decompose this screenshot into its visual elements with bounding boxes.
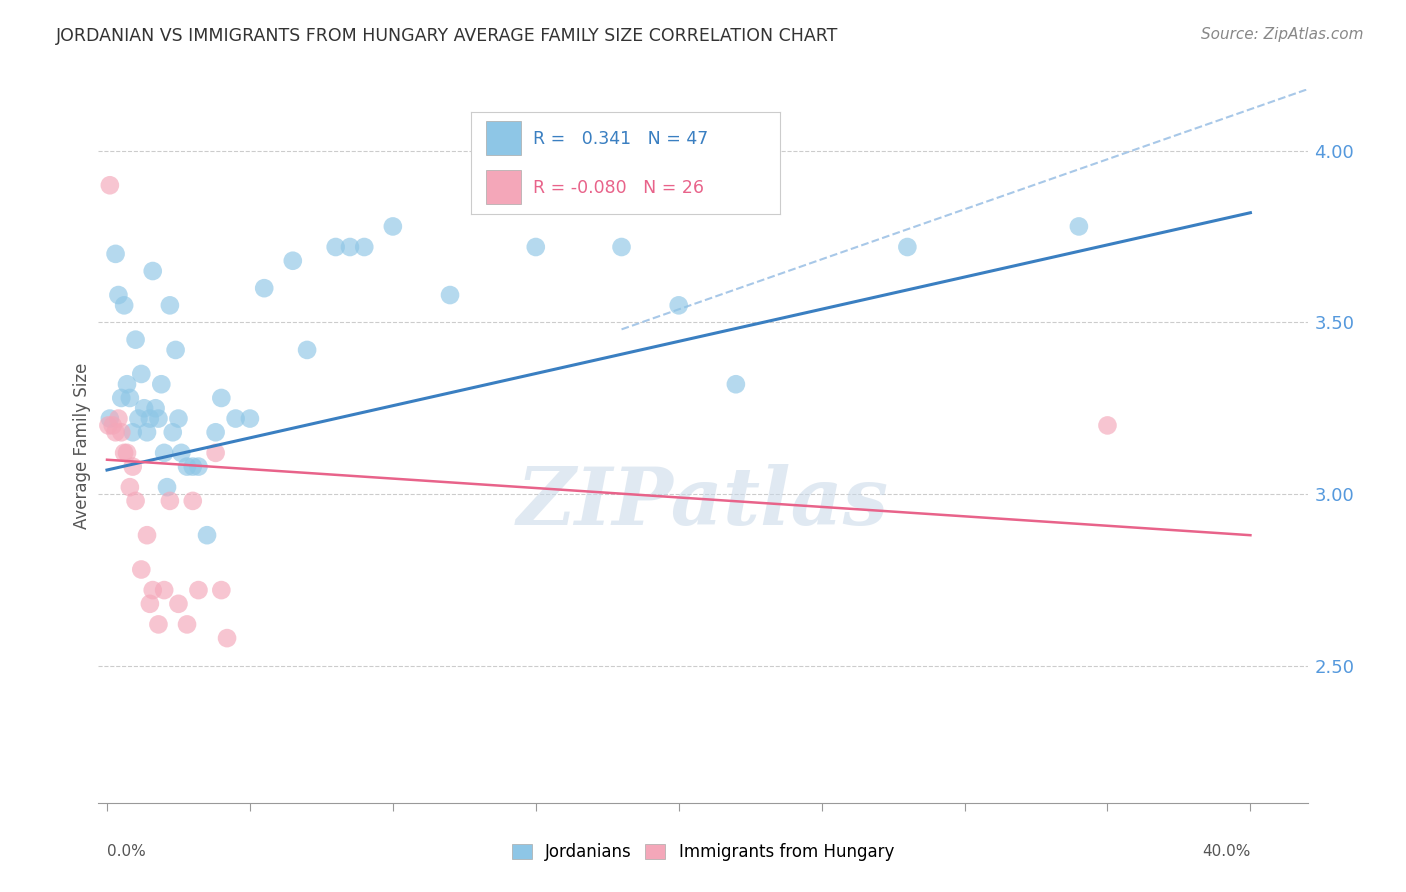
Point bbox=[167, 411, 190, 425]
Point bbox=[181, 494, 204, 508]
Point bbox=[112, 446, 135, 460]
Text: JORDANIAN VS IMMIGRANTS FROM HUNGARY AVERAGE FAMILY SIZE CORRELATION CHART: JORDANIAN VS IMMIGRANTS FROM HUNGARY AVE… bbox=[56, 27, 838, 45]
Text: R = -0.080   N = 26: R = -0.080 N = 26 bbox=[533, 179, 704, 197]
Point bbox=[159, 298, 181, 312]
Point bbox=[121, 425, 143, 440]
Point bbox=[118, 480, 141, 494]
Point bbox=[167, 597, 190, 611]
Point bbox=[156, 480, 179, 494]
Legend: Jordanians, Immigrants from Hungary: Jordanians, Immigrants from Hungary bbox=[508, 838, 898, 866]
Point bbox=[524, 240, 547, 254]
Point bbox=[136, 528, 159, 542]
Point bbox=[209, 583, 232, 598]
Point bbox=[668, 298, 690, 312]
Y-axis label: Average Family Size: Average Family Size bbox=[73, 363, 91, 529]
Point bbox=[145, 401, 167, 416]
Point bbox=[118, 391, 141, 405]
Point bbox=[129, 367, 152, 381]
Point bbox=[253, 281, 276, 295]
Point bbox=[124, 494, 146, 508]
Point bbox=[110, 425, 132, 440]
Point bbox=[215, 631, 238, 645]
Point bbox=[115, 377, 138, 392]
Point bbox=[136, 425, 159, 440]
Point bbox=[176, 459, 198, 474]
Point bbox=[127, 411, 149, 425]
Point bbox=[195, 528, 218, 542]
Point bbox=[187, 583, 209, 598]
Point bbox=[724, 377, 747, 392]
Point bbox=[325, 240, 347, 254]
Point bbox=[159, 494, 181, 508]
Point bbox=[107, 288, 129, 302]
Point bbox=[225, 411, 247, 425]
Point bbox=[896, 240, 918, 254]
Point bbox=[142, 583, 165, 598]
Point bbox=[104, 247, 127, 261]
Bar bbox=[486, 170, 520, 204]
Point bbox=[339, 240, 361, 254]
Point bbox=[150, 377, 173, 392]
Bar bbox=[486, 120, 520, 154]
Point bbox=[139, 411, 162, 425]
Point bbox=[148, 617, 170, 632]
Point bbox=[187, 459, 209, 474]
Point bbox=[148, 411, 170, 425]
Point bbox=[1097, 418, 1119, 433]
Point bbox=[162, 425, 184, 440]
Point bbox=[98, 178, 121, 193]
Point bbox=[134, 401, 156, 416]
Point bbox=[1067, 219, 1090, 234]
Point bbox=[115, 446, 138, 460]
Point bbox=[204, 425, 226, 440]
Point bbox=[181, 459, 204, 474]
Point bbox=[124, 333, 146, 347]
Point bbox=[121, 459, 143, 474]
Point bbox=[239, 411, 262, 425]
Point bbox=[101, 418, 124, 433]
Point bbox=[129, 562, 152, 576]
Point bbox=[610, 240, 633, 254]
Point bbox=[204, 446, 226, 460]
Point bbox=[112, 298, 135, 312]
Point bbox=[209, 391, 232, 405]
Point bbox=[107, 411, 129, 425]
Point bbox=[97, 418, 120, 433]
Point bbox=[153, 446, 176, 460]
Text: R =   0.341   N = 47: R = 0.341 N = 47 bbox=[533, 130, 709, 148]
Text: 0.0%: 0.0% bbox=[107, 844, 146, 859]
Point bbox=[176, 617, 198, 632]
Point bbox=[110, 391, 132, 405]
Point bbox=[439, 288, 461, 302]
Point bbox=[281, 253, 304, 268]
Point bbox=[295, 343, 318, 357]
Point bbox=[104, 425, 127, 440]
Text: 40.0%: 40.0% bbox=[1202, 844, 1250, 859]
Point bbox=[153, 583, 176, 598]
Point bbox=[142, 264, 165, 278]
Point bbox=[353, 240, 375, 254]
Text: ZIPatlas: ZIPatlas bbox=[517, 465, 889, 541]
Point bbox=[381, 219, 404, 234]
Point bbox=[165, 343, 187, 357]
Text: Source: ZipAtlas.com: Source: ZipAtlas.com bbox=[1201, 27, 1364, 42]
Point bbox=[139, 597, 162, 611]
Point bbox=[98, 411, 121, 425]
Point bbox=[170, 446, 193, 460]
